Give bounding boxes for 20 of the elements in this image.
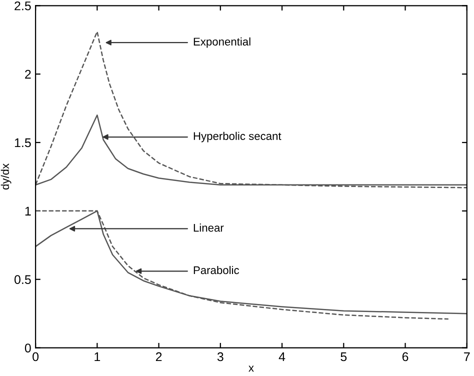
y-tick-label: 0.5	[14, 275, 31, 284]
y-tick-label: 2	[25, 70, 31, 79]
x-tick-label: 1	[94, 352, 100, 362]
y-tick-label: 1	[25, 206, 31, 216]
x-tick-label: 0	[32, 352, 39, 362]
x-tick-label: 4	[278, 352, 286, 362]
y-axis-title: dy/dx	[0, 164, 12, 190]
x-tick-label: 2	[156, 352, 162, 362]
x-tick-label: 7	[464, 352, 470, 362]
annotation: Exponential	[194, 37, 250, 48]
x-tick-label: 3	[217, 352, 224, 362]
x-axis-title: x	[248, 366, 254, 372]
x-tick-label: 5	[340, 352, 347, 362]
y-tick-label: 2.5	[14, 1, 31, 10]
y-tick-label: 1.5	[14, 138, 31, 148]
annotation: Hyperbolic secant	[194, 132, 282, 142]
x-tick-label: 6	[402, 352, 408, 362]
annotation: Parabolic	[194, 266, 240, 274]
y-tick-label: 0	[24, 344, 31, 352]
annotation: Linear	[194, 224, 224, 232]
